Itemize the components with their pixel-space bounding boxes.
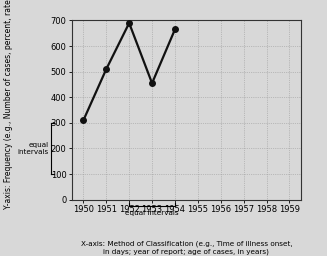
Text: equal intervals: equal intervals [125, 210, 179, 216]
Text: X-axis: Method of Classification (e.g., Time of illness onset,
in days; year of : X-axis: Method of Classification (e.g., … [80, 241, 292, 255]
Text: Y-axis: Frequency (e.g., Number of cases, percent, rate): Y-axis: Frequency (e.g., Number of cases… [4, 0, 13, 209]
Text: equal
intervals: equal intervals [18, 142, 49, 155]
